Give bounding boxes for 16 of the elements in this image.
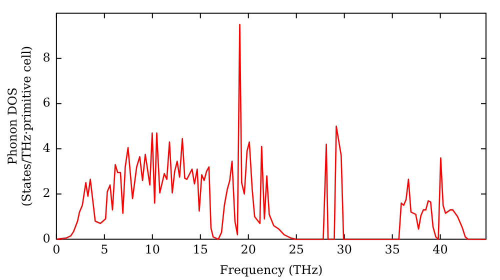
y-tick-label: 6 (42, 96, 50, 110)
x-axis-title: Frequency (THz) (220, 262, 323, 277)
y-axis-title: Phonon DOS (States/THz·primitive cell) (5, 46, 34, 207)
x-tick-label: 5 (100, 242, 108, 257)
x-tick-label: 0 (52, 242, 60, 257)
x-tick-label: 25 (288, 242, 304, 257)
x-tick-label: 20 (240, 242, 256, 257)
x-tick-label: 10 (144, 242, 160, 257)
x-tick-label: 15 (192, 242, 208, 257)
x-tick-label: 30 (336, 242, 352, 257)
x-tick-label: 40 (432, 242, 448, 257)
y-tick-label: 2 (42, 186, 50, 200)
y-tick-label: 0 (42, 231, 50, 246)
y-tick-label: 4 (42, 140, 51, 155)
x-tick-label: 35 (384, 242, 400, 257)
y-tick-label: 8 (42, 50, 50, 65)
